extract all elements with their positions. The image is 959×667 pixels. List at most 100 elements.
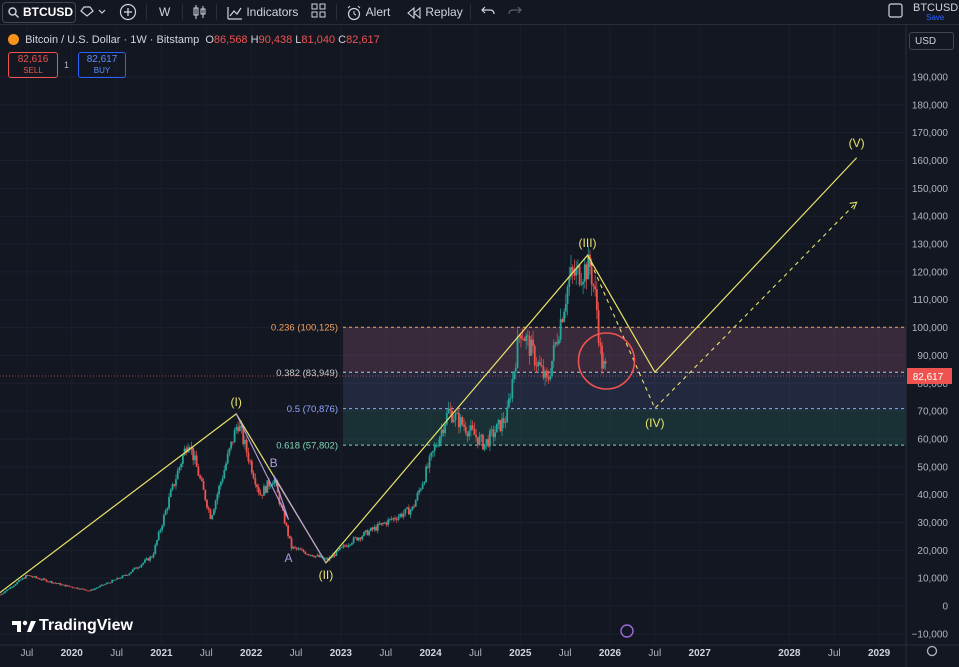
candle-body (247, 452, 250, 462)
candle-body (409, 509, 412, 515)
diamond-icon[interactable] (80, 3, 108, 21)
candle-body (154, 544, 157, 554)
candle-body (318, 555, 321, 558)
candles (0, 245, 607, 596)
interval-button[interactable]: W (159, 5, 171, 19)
candle-body (382, 523, 384, 524)
candle-body (499, 420, 502, 432)
candle-body (330, 557, 333, 559)
candle-body (547, 377, 550, 380)
candle-body (473, 428, 476, 436)
buy-button[interactable]: 82,617 BUY (78, 52, 126, 78)
wave-label[interactable]: (II) (319, 568, 334, 582)
candle-body (230, 441, 233, 449)
candle-body (364, 530, 367, 532)
wave-label[interactable]: (III) (579, 236, 597, 250)
candle-body (173, 484, 176, 486)
candle-body (200, 478, 203, 481)
candle-body (299, 548, 302, 550)
candle-body (463, 424, 465, 427)
candle-body (442, 429, 445, 433)
candle-body (214, 500, 217, 510)
candle-body (71, 586, 74, 588)
candle-body (468, 430, 471, 437)
candle-body (571, 267, 574, 272)
wave-label[interactable]: B (270, 456, 278, 470)
y-tick-label: 30,000 (917, 518, 948, 529)
highlight-circle[interactable] (577, 332, 636, 390)
last-price-tag[interactable] (907, 367, 952, 384)
x-tick-label: Jul (559, 648, 572, 659)
candle-body (552, 345, 555, 361)
y-tick-label: 130,000 (912, 240, 949, 251)
templates-icon[interactable] (311, 3, 327, 21)
candles-icon[interactable] (192, 3, 208, 21)
close-value: 82,617 (346, 34, 380, 46)
replay-button[interactable]: Replay (406, 3, 463, 21)
candle-body (363, 531, 365, 537)
wave-label[interactable]: (V) (849, 136, 865, 150)
lightning-icon[interactable] (620, 624, 634, 638)
candle-body (171, 484, 174, 490)
candle-body (307, 554, 310, 556)
candle-body (24, 575, 27, 579)
y-tick-label: 180,000 (912, 100, 949, 111)
candle-body (489, 430, 491, 447)
candle-body (582, 281, 584, 285)
wave-path-main[interactable] (0, 157, 858, 595)
abc-correction-path[interactable] (235, 413, 327, 564)
candle-body (497, 420, 500, 424)
candle-body (161, 525, 164, 530)
candle-body (125, 575, 127, 576)
candle-body (180, 463, 183, 468)
candle-body (209, 509, 212, 519)
candle-body (338, 547, 341, 551)
indicators-button[interactable]: Indicators (227, 3, 298, 21)
redo-icon[interactable] (508, 3, 522, 21)
candle-body (516, 336, 519, 368)
candle-body (152, 553, 155, 558)
elliott-waves[interactable]: (I) (II) (III) (IV) (V) A B (0, 136, 865, 595)
settings-gear-icon[interactable] (926, 645, 938, 657)
candle-body (395, 519, 398, 521)
alert-button[interactable]: Alert (346, 3, 390, 21)
candle-body (447, 408, 450, 414)
wave-label[interactable]: (I) (231, 395, 242, 409)
price-chart[interactable]: 0.236 (100,125) 0.382 (83,949) 0.5 (70,876… (0, 25, 959, 667)
y-tick-label: 190,000 (912, 73, 949, 84)
time-axis[interactable]: Jul 2020 Jul 2021 Jul 2022 Jul 2023 Jul 2024 Jul 20… (0, 624, 959, 659)
candle-body (128, 573, 131, 576)
candle-body (352, 537, 355, 544)
candle-body (316, 555, 319, 556)
sell-button[interactable]: 82,616 SELL (8, 52, 58, 78)
candle-body (542, 366, 545, 378)
legend-title[interactable]: Bitcoin / U.S. Dollar · 1W · Bitstamp (25, 34, 200, 46)
candle-body (344, 545, 346, 547)
x-tick-label: 2020 (61, 648, 84, 659)
price-axis[interactable]: 190,000 180,000 170,000 160,000 150,000 140,0… (905, 25, 952, 667)
wave-label[interactable]: A (285, 551, 293, 565)
layout-checkbox-icon[interactable] (888, 3, 904, 21)
y-tick-label: 40,000 (917, 490, 948, 501)
candle-body (533, 346, 536, 366)
candle-body (390, 518, 393, 520)
symbol-search[interactable]: BTCUSD (2, 2, 76, 23)
candle-body (464, 426, 467, 433)
candle-body (300, 549, 303, 551)
undo-icon[interactable] (481, 3, 495, 21)
buy-price: 82,617 (86, 54, 118, 65)
candle-body (426, 466, 429, 468)
candle-body (440, 429, 443, 437)
candle-body (580, 284, 583, 286)
save-button[interactable]: Save (926, 13, 945, 22)
add-symbol-icon[interactable] (118, 3, 138, 21)
candle-body (285, 523, 288, 526)
currency-selector[interactable]: USD (909, 32, 954, 50)
wave-label[interactable]: (IV) (645, 416, 664, 430)
layout-name[interactable]: BTCUSD (913, 2, 959, 14)
candle-body (457, 412, 460, 428)
fib-retracement[interactable]: 0.236 (100,125) 0.382 (83,949) 0.5 (70,876… (271, 323, 906, 452)
candle-body (402, 513, 405, 517)
candle-body (361, 536, 364, 540)
x-tick-label: 2027 (689, 648, 712, 659)
